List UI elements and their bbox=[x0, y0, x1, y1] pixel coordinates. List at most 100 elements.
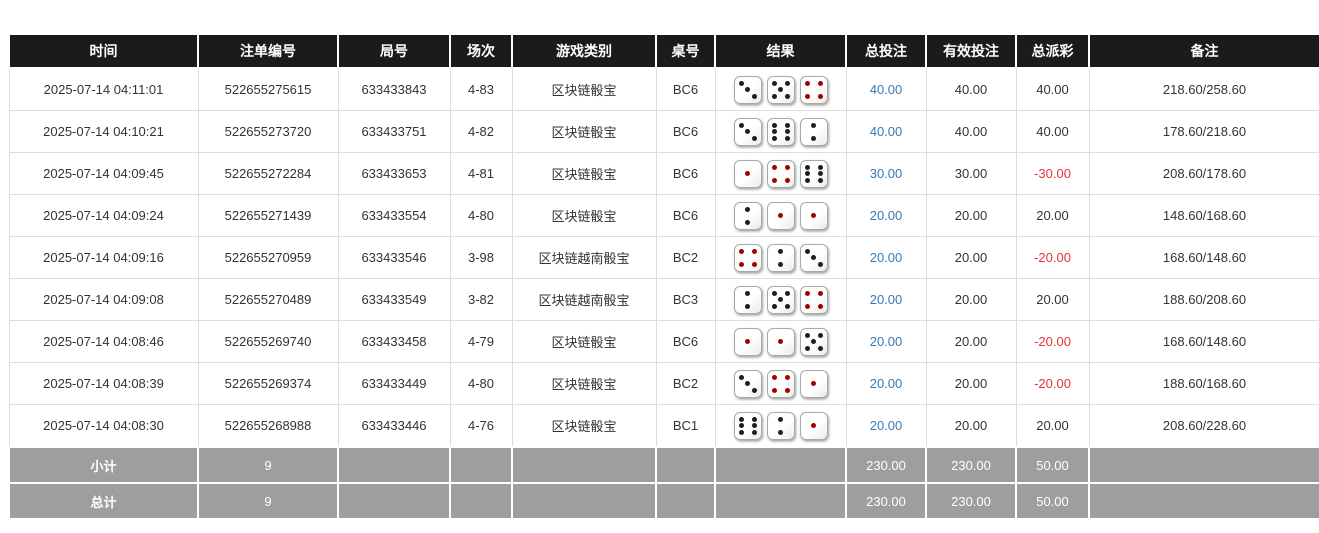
total-bet-link[interactable]: 40.00 bbox=[869, 82, 903, 97]
cell-session: 4-82 bbox=[449, 110, 513, 153]
dice-result bbox=[718, 159, 844, 188]
cell-time: 2025-07-14 04:08:30 bbox=[8, 404, 199, 448]
cell-bet-id: 522655270489 bbox=[197, 278, 339, 321]
cell-valid-bet: 20.00 bbox=[925, 278, 1017, 321]
cell-remark: 208.60/228.60 bbox=[1088, 404, 1319, 448]
cell-table-no: BC1 bbox=[655, 404, 716, 448]
cell-round-id: 633433458 bbox=[337, 320, 451, 363]
table-row: 2025-07-14 04:10:21 522655273720 633433751… bbox=[8, 110, 1319, 153]
cell-round-id: 633433751 bbox=[337, 110, 451, 153]
die-6-icon bbox=[766, 117, 795, 146]
total-bet-link[interactable]: 30.00 bbox=[869, 166, 903, 181]
cell-bet-id: 522655275615 bbox=[197, 67, 339, 111]
cell-remark: 188.60/168.60 bbox=[1088, 362, 1319, 405]
cell-total-payout: 20.00 bbox=[1015, 278, 1090, 321]
cell-result bbox=[714, 320, 847, 363]
column-header-total-payout: 总派彩 bbox=[1015, 33, 1090, 69]
table-row: 2025-07-14 04:09:16 522655270959 633433546… bbox=[8, 236, 1319, 279]
cell-game-type: 区块链骰宝 bbox=[511, 152, 657, 195]
cell-time: 2025-07-14 04:09:16 bbox=[8, 236, 199, 279]
cell-total-payout: -20.00 bbox=[1015, 320, 1090, 363]
total-bet-link[interactable]: 20.00 bbox=[869, 292, 903, 307]
die-1-icon bbox=[733, 327, 762, 356]
cell-round-id: 633433446 bbox=[337, 404, 451, 448]
cell-game-type: 区块链骰宝 bbox=[511, 194, 657, 237]
subtotal-total-payout: 50.00 bbox=[1015, 446, 1090, 484]
cell-remark: 218.60/258.60 bbox=[1088, 67, 1319, 111]
cell-valid-bet: 30.00 bbox=[925, 152, 1017, 195]
total-bet-link[interactable]: 40.00 bbox=[869, 124, 903, 139]
cell-round-id: 633433653 bbox=[337, 152, 451, 195]
cell-remark: 168.60/148.60 bbox=[1088, 320, 1319, 363]
subtotal-valid-bet: 230.00 bbox=[925, 446, 1017, 484]
cell-time: 2025-07-14 04:09:08 bbox=[8, 278, 199, 321]
die-1-icon bbox=[733, 159, 762, 188]
cell-bet-id: 522655271439 bbox=[197, 194, 339, 237]
bet-records-table: 时间 注单编号 局号 场次 游戏类别 桌号 结果 总投注 有效投注 总派彩 备注… bbox=[8, 33, 1319, 520]
total-bet-link[interactable]: 20.00 bbox=[869, 334, 903, 349]
dice-result bbox=[718, 285, 844, 314]
cell-bet-id: 522655268988 bbox=[197, 404, 339, 448]
die-3-icon bbox=[733, 369, 762, 398]
cell-total-bet: 20.00 bbox=[845, 320, 927, 363]
column-header-time: 时间 bbox=[8, 33, 199, 69]
cell-bet-id: 522655273720 bbox=[197, 110, 339, 153]
table-row: 2025-07-14 04:08:39 522655269374 633433449… bbox=[8, 362, 1319, 405]
cell-round-id: 633433554 bbox=[337, 194, 451, 237]
cell-time: 2025-07-14 04:10:21 bbox=[8, 110, 199, 153]
cell-total-bet: 20.00 bbox=[845, 362, 927, 405]
cell-remark: 148.60/168.60 bbox=[1088, 194, 1319, 237]
cell-result bbox=[714, 194, 847, 237]
die-3-icon bbox=[733, 75, 762, 104]
dice-result bbox=[718, 201, 844, 230]
cell-total-bet: 20.00 bbox=[845, 236, 927, 279]
cell-total-payout: -20.00 bbox=[1015, 236, 1090, 279]
cell-remark: 178.60/218.60 bbox=[1088, 110, 1319, 153]
dice-result bbox=[718, 411, 844, 440]
cell-session: 4-81 bbox=[449, 152, 513, 195]
die-6-icon bbox=[799, 159, 828, 188]
cell-valid-bet: 40.00 bbox=[925, 67, 1017, 111]
cell-session: 4-80 bbox=[449, 194, 513, 237]
total-bet-link[interactable]: 20.00 bbox=[869, 250, 903, 265]
column-header-table-no: 桌号 bbox=[655, 33, 716, 69]
die-1-icon bbox=[766, 201, 795, 230]
die-3-icon bbox=[733, 117, 762, 146]
cell-result bbox=[714, 404, 847, 448]
cell-game-type: 区块链骰宝 bbox=[511, 404, 657, 448]
cell-total-payout: 20.00 bbox=[1015, 194, 1090, 237]
cell-total-bet: 20.00 bbox=[845, 278, 927, 321]
cell-table-no: BC6 bbox=[655, 320, 716, 363]
dice-result bbox=[718, 327, 844, 356]
cell-total-payout: -20.00 bbox=[1015, 362, 1090, 405]
cell-round-id: 633433843 bbox=[337, 67, 451, 111]
total-bet-link[interactable]: 20.00 bbox=[869, 208, 903, 223]
cell-session: 3-98 bbox=[449, 236, 513, 279]
cell-result bbox=[714, 236, 847, 279]
cell-total-bet: 20.00 bbox=[845, 194, 927, 237]
cell-result bbox=[714, 362, 847, 405]
cell-session: 3-82 bbox=[449, 278, 513, 321]
cell-total-bet: 40.00 bbox=[845, 67, 927, 111]
cell-table-no: BC2 bbox=[655, 236, 716, 279]
cell-game-type: 区块链骰宝 bbox=[511, 110, 657, 153]
table-row: 2025-07-14 04:09:08 522655270489 633433549… bbox=[8, 278, 1319, 321]
cell-total-payout: 40.00 bbox=[1015, 67, 1090, 111]
cell-game-type: 区块链骰宝 bbox=[511, 362, 657, 405]
total-bet-link[interactable]: 20.00 bbox=[869, 376, 903, 391]
grand-total-total-payout: 50.00 bbox=[1015, 482, 1090, 520]
cell-result bbox=[714, 152, 847, 195]
die-5-icon bbox=[799, 327, 828, 356]
die-1-icon bbox=[766, 327, 795, 356]
table-row: 2025-07-14 04:09:45 522655272284 633433653… bbox=[8, 152, 1319, 195]
cell-result bbox=[714, 278, 847, 321]
cell-table-no: BC2 bbox=[655, 362, 716, 405]
column-header-game-type: 游戏类别 bbox=[511, 33, 657, 69]
cell-game-type: 区块链越南骰宝 bbox=[511, 236, 657, 279]
cell-bet-id: 522655269740 bbox=[197, 320, 339, 363]
cell-table-no: BC6 bbox=[655, 194, 716, 237]
cell-result bbox=[714, 67, 847, 111]
dice-result bbox=[718, 117, 844, 146]
table-row: 2025-07-14 04:11:01 522655275615 633433843… bbox=[8, 67, 1319, 111]
total-bet-link[interactable]: 20.00 bbox=[869, 418, 903, 433]
